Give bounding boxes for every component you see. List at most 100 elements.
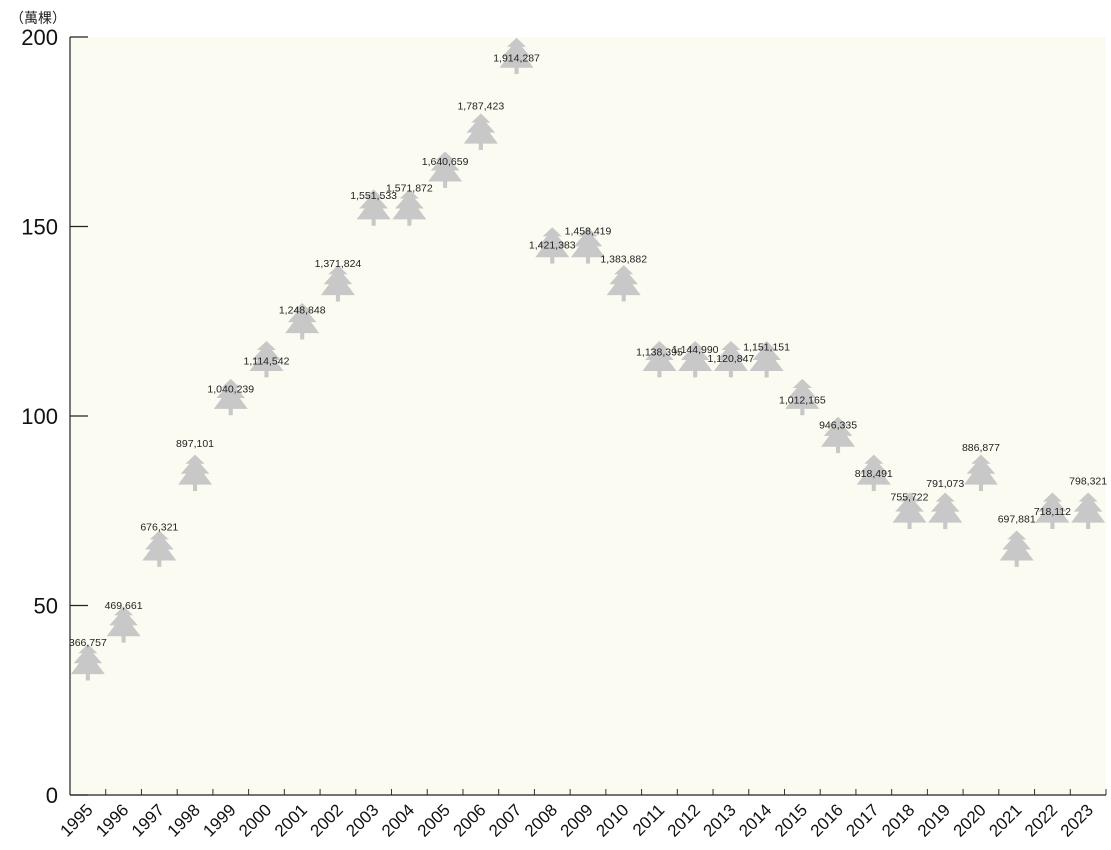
- tree-partial-2022: [1035, 492, 1070, 529]
- x-tick-2023: 2023: [1057, 800, 1097, 840]
- data-label-2010: 1,383,882: [600, 254, 647, 266]
- x-tick-2015: 2015: [771, 800, 811, 840]
- x-tick-2019: 2019: [914, 800, 954, 840]
- data-label-1997: 676,321: [140, 522, 178, 534]
- data-label-2020: 886,877: [962, 442, 1000, 454]
- x-tick-2001: 2001: [271, 800, 311, 840]
- data-label-2004: 1,571,872: [386, 182, 433, 194]
- y-tick-150: 150: [21, 215, 58, 240]
- data-label-2011: 1,138,395: [636, 347, 683, 359]
- tree-column-2003: [356, 189, 391, 226]
- tree-column-2009: [571, 227, 605, 264]
- data-label-2015: 1,012,165: [779, 394, 826, 406]
- tree-column-1999: [213, 378, 248, 416]
- y-tick-100: 100: [21, 404, 58, 429]
- x-tick-2002: 2002: [307, 800, 347, 840]
- plot-area: [70, 37, 1106, 795]
- tree-column-2020: [963, 454, 998, 492]
- x-tick-2009: 2009: [557, 800, 597, 840]
- tree-column-2004: [392, 189, 427, 226]
- x-tick-2020: 2020: [950, 800, 990, 840]
- tree-partial-2011: [642, 340, 677, 378]
- tree-column-2001: [285, 303, 320, 340]
- data-label-2008: 1,421,383: [529, 239, 576, 251]
- data-label-2013: 1,120,847: [708, 353, 755, 365]
- x-tick-2022: 2022: [1021, 800, 1061, 840]
- tree-partial-2015: [785, 378, 820, 416]
- tree-column-2011: [642, 340, 677, 378]
- tree-partial-2006: [463, 113, 498, 150]
- tree-column-2000: [249, 340, 284, 378]
- data-label-2019: 791,073: [926, 478, 964, 490]
- x-tick-2018: 2018: [878, 800, 918, 840]
- data-label-2003: 1,551,533: [350, 190, 397, 202]
- tree-partial-1999: [213, 378, 248, 416]
- tree-partial-2013: [713, 340, 748, 378]
- tree-column-2008: [535, 227, 570, 264]
- tree-column-2013: [713, 340, 748, 378]
- tree-column-2016: [821, 416, 856, 454]
- x-tick-2016: 2016: [807, 800, 847, 840]
- data-label-2007: 1,914,287: [493, 52, 540, 64]
- data-label-2006: 1,787,423: [457, 101, 504, 113]
- tree-partial-2004: [392, 189, 427, 226]
- data-label-2022: 718,112: [1034, 506, 1071, 518]
- data-label-2023: 798,321: [1069, 475, 1107, 487]
- tree-partial-2008: [535, 227, 570, 264]
- y-tick-0: 0: [46, 783, 58, 808]
- tree-column-2019: [928, 492, 963, 529]
- data-label-1998: 897,101: [176, 438, 214, 450]
- x-tick-1995: 1995: [57, 800, 97, 840]
- x-tick-1998: 1998: [164, 800, 204, 840]
- tree-partial-2020: [963, 454, 998, 492]
- tree-column-2017: [856, 454, 891, 492]
- tree-partial-2012: [678, 340, 713, 378]
- tree-column-2005: [428, 151, 463, 188]
- x-tick-2007: 2007: [485, 800, 525, 840]
- tree-partial-2001: [285, 303, 320, 340]
- tree-partial-2018: [892, 492, 927, 529]
- x-tick-2006: 2006: [449, 800, 489, 840]
- data-label-2021: 697,881: [998, 514, 1036, 526]
- data-label-2001: 1,248,848: [279, 305, 326, 317]
- tree-partial-2000: [249, 340, 284, 378]
- data-label-2017: 818,491: [855, 468, 893, 480]
- tree-column-1998: [178, 454, 213, 492]
- y-tick-50: 50: [34, 594, 58, 619]
- tree-column-2023: [1071, 492, 1106, 529]
- x-tick-2005: 2005: [414, 800, 454, 840]
- x-tick-1999: 1999: [199, 800, 239, 840]
- x-tick-2021: 2021: [985, 800, 1025, 840]
- data-label-1995: 366,757: [69, 637, 107, 649]
- x-tick-2014: 2014: [735, 800, 775, 840]
- x-tick-2011: 2011: [629, 800, 668, 839]
- tree-partial-2017: [856, 454, 891, 492]
- tree-column-2002: [320, 265, 355, 302]
- tree-partial-2009: [571, 227, 605, 264]
- tree-partial-2023: [1071, 492, 1106, 529]
- x-tick-2004: 2004: [378, 800, 418, 840]
- tree-partial-2002: [320, 265, 355, 302]
- data-label-2018: 755,722: [891, 492, 929, 504]
- x-tick-2003: 2003: [342, 800, 382, 840]
- tree-column-2022: [1035, 492, 1070, 529]
- data-label-2016: 946,335: [819, 419, 857, 431]
- tree-partial-2019: [928, 492, 963, 529]
- data-label-1999: 1,040,239: [207, 384, 254, 396]
- tree-column-2014: [749, 340, 784, 378]
- tree-partial-2014: [749, 340, 784, 378]
- tree-column-2010: [606, 265, 641, 302]
- x-tick-1997: 1997: [128, 800, 168, 840]
- tree-column-2018: [892, 492, 927, 529]
- tree-partial-1998: [178, 454, 213, 492]
- tree-column-2015: [785, 378, 820, 416]
- x-tick-2013: 2013: [700, 800, 740, 840]
- tree-column-2012: [678, 340, 713, 378]
- data-label-2014: 1,151,151: [743, 342, 790, 354]
- x-tick-2008: 2008: [521, 800, 561, 840]
- x-tick-2010: 2010: [592, 800, 632, 840]
- y-unit-label: （萬棵）: [10, 11, 66, 27]
- tree-partial-2003: [356, 189, 391, 226]
- x-tick-2017: 2017: [842, 800, 882, 840]
